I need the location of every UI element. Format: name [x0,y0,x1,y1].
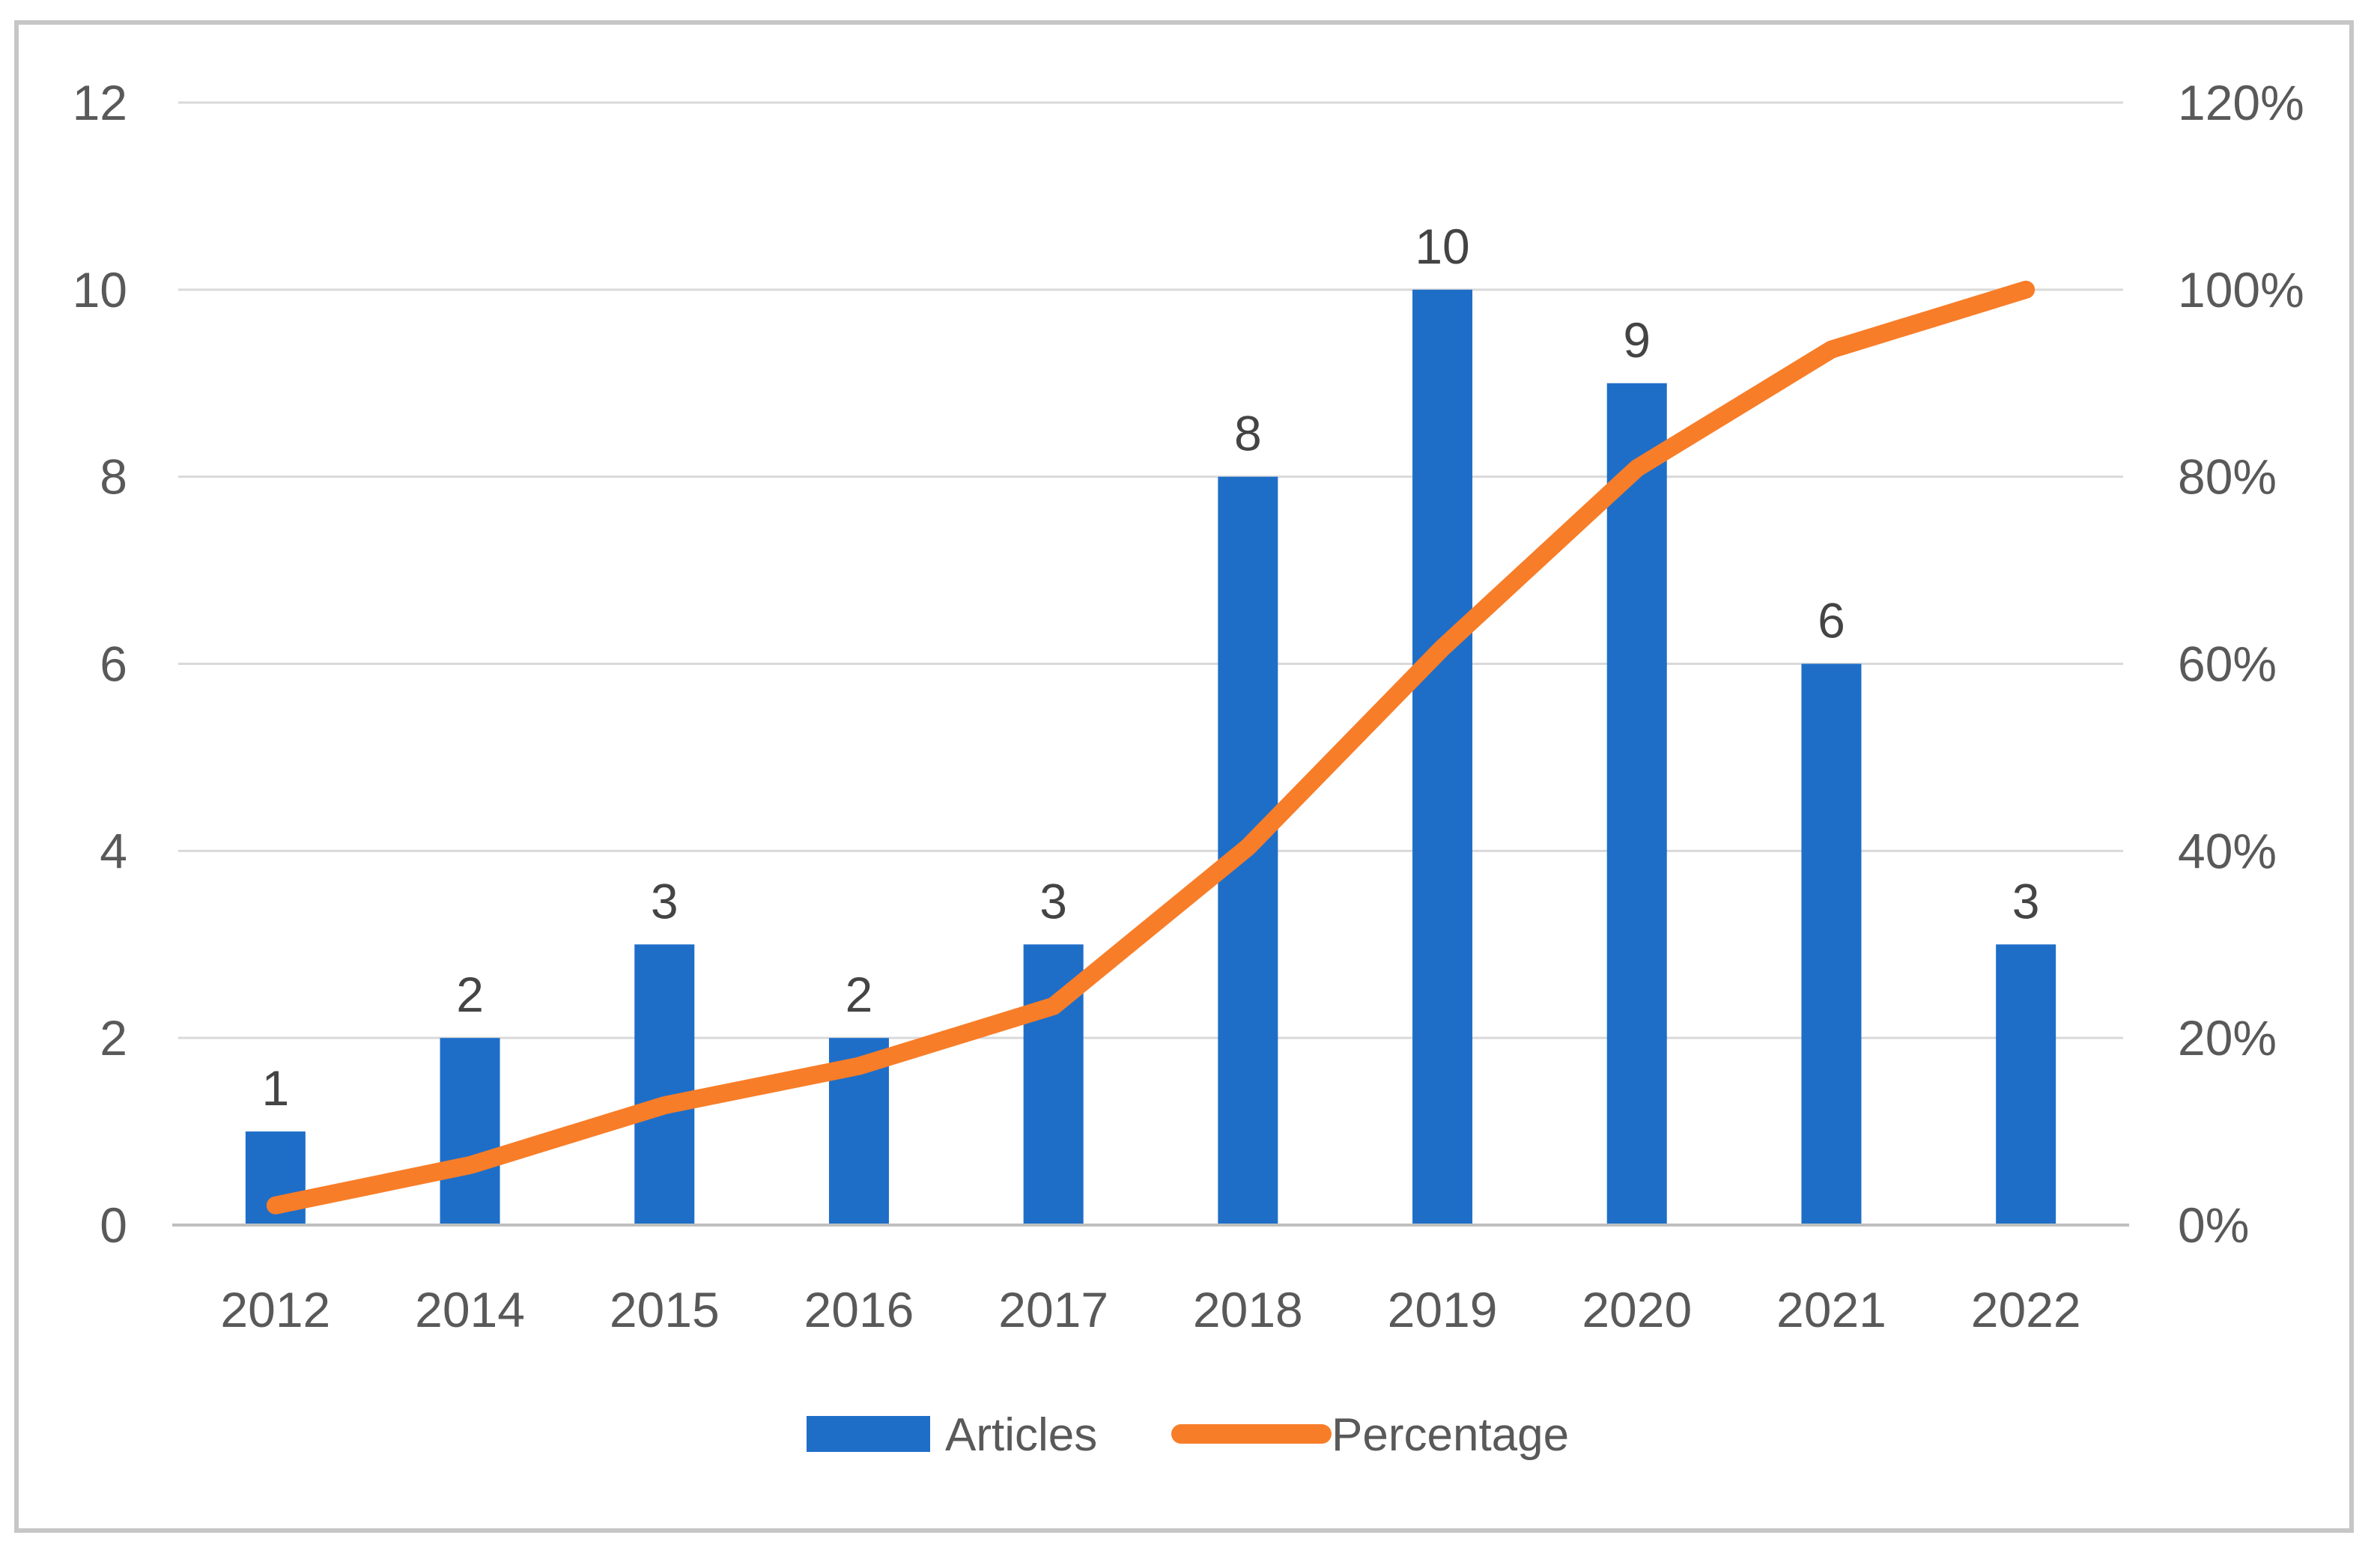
x-tick-2021: 2021 [1776,1282,1886,1337]
left-tick-4: 4 [100,823,127,878]
right-axis-labels: 0% 20% 40% 60% 80% 100% 120% [2178,75,2304,1253]
data-label-2022: 3 [2012,873,2040,929]
right-tick-80%: 80% [2178,449,2277,505]
data-label-2016: 2 [846,967,873,1022]
data-label-2012: 1 [261,1060,289,1116]
data-label-2017: 3 [1039,873,1067,929]
bar-2014 [440,1038,500,1225]
data-label-2021: 6 [1818,593,1845,648]
percentage-line [266,280,2036,1215]
x-tick-2012: 2012 [220,1282,330,1337]
bar-2020 [1606,383,1667,1225]
left-tick-6: 6 [100,636,127,692]
right-tick-60%: 60% [2178,636,2277,692]
right-tick-0%: 0% [2178,1197,2249,1253]
data-label-2020: 9 [1623,312,1651,368]
legend-label-percentage: Percentage [1332,1409,1569,1461]
data-label-2015: 3 [651,873,679,929]
left-tick-2: 2 [100,1010,127,1066]
legend-swatch-articles [807,1416,930,1452]
legend-label-articles: Articles [945,1409,1097,1461]
gridlines [178,101,2123,1039]
x-tick-2016: 2016 [804,1282,914,1337]
right-tick-100%: 100% [2178,262,2304,317]
x-tick-2015: 2015 [610,1282,720,1337]
bar-data-labels: 1 2 3 2 3 8 10 9 6 3 [261,219,2039,1116]
bar-2021 [1801,663,1862,1225]
right-tick-20%: 20% [2178,1010,2277,1066]
bar-2022 [1996,944,2056,1225]
right-tick-120%: 120% [2178,75,2304,130]
x-tick-2022: 2022 [1971,1282,2081,1337]
figure-frame [14,20,2354,1533]
bar-2019 [1412,289,1473,1225]
x-tick-2017: 2017 [998,1282,1108,1337]
x-axis-labels: 2012 2014 2015 2016 2017 2018 2019 2020 2021 2022 [220,1282,2080,1337]
x-tick-2014: 2014 [415,1282,525,1337]
left-tick-12: 12 [73,75,127,130]
x-tick-2020: 2020 [1582,1282,1692,1337]
data-label-2018: 8 [1234,406,1262,461]
bar-2015 [634,944,695,1225]
data-label-2014: 2 [456,967,484,1022]
left-tick-0: 0 [100,1197,127,1253]
x-tick-2018: 2018 [1193,1282,1303,1337]
left-axis-labels: 0 2 4 6 8 10 12 [73,75,127,1253]
figure-border [14,20,2354,1533]
left-tick-8: 8 [100,449,127,505]
right-tick-40%: 40% [2178,823,2277,878]
line-percentage [266,280,2036,1215]
x-tick-2019: 2019 [1388,1282,1498,1337]
data-label-2019: 10 [1415,219,1469,274]
left-tick-10: 10 [73,262,127,317]
legend: Articles Percentage [807,1409,1569,1461]
